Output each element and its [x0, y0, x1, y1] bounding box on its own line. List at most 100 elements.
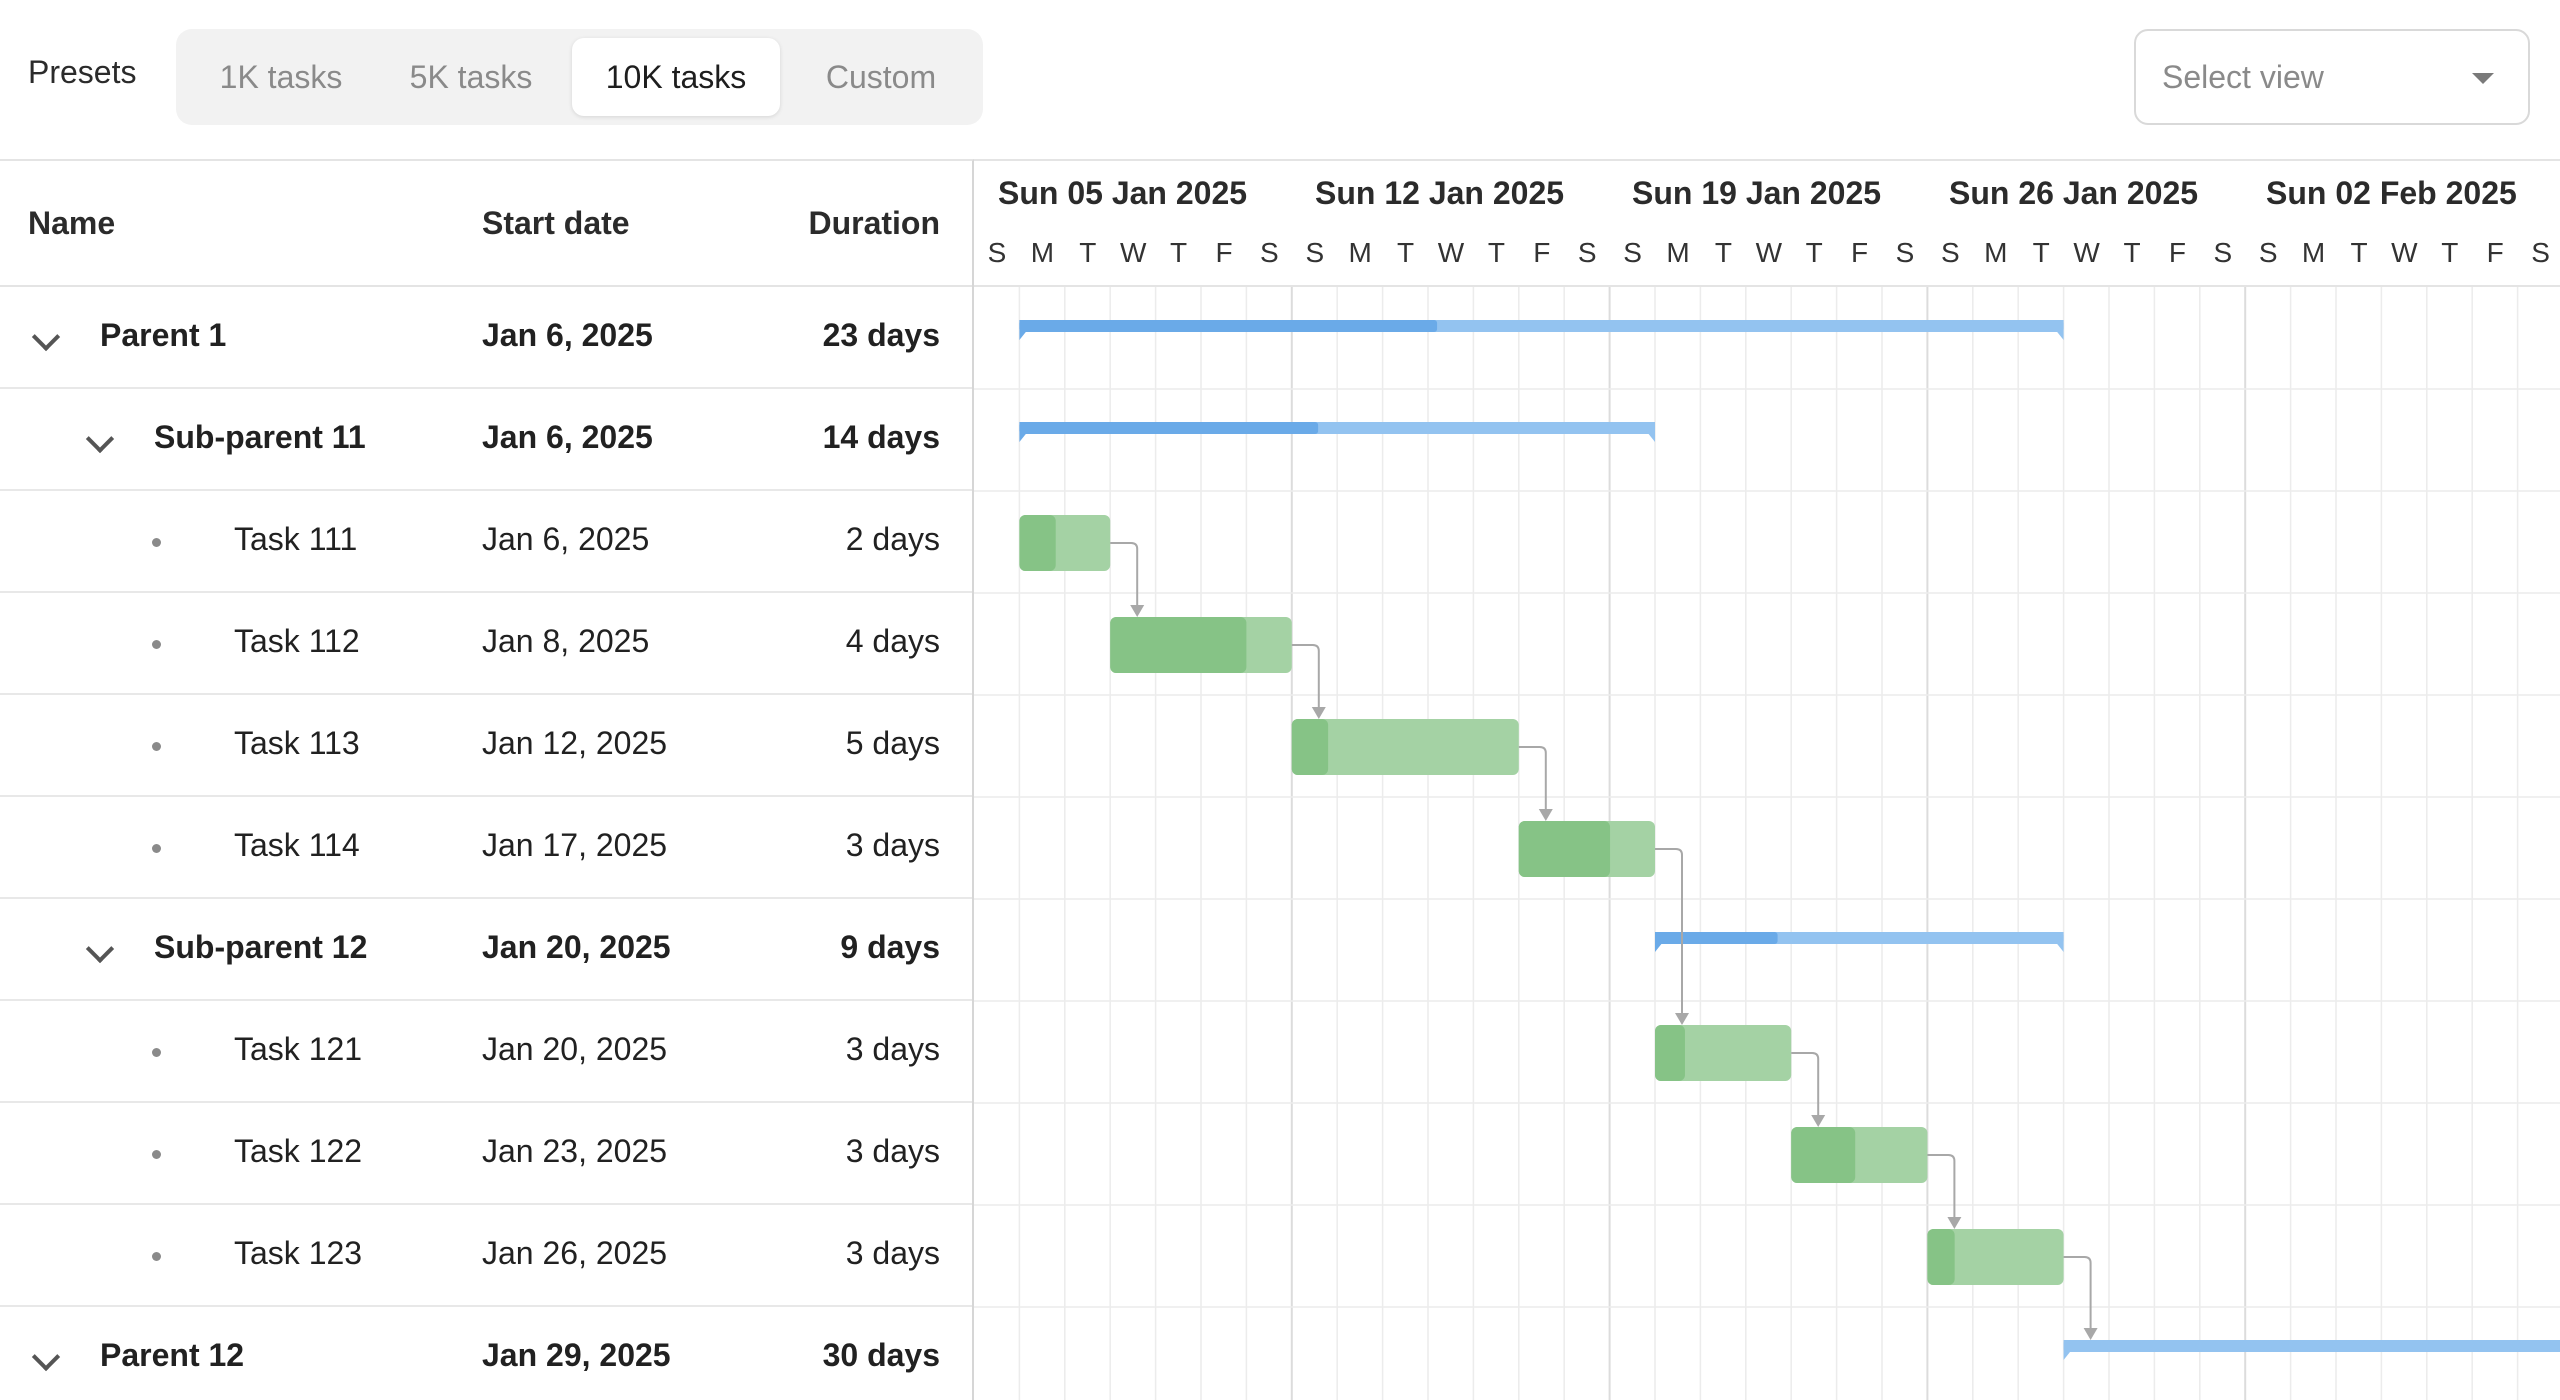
summary-bar-cap-left — [1019, 422, 1036, 442]
chevron-down-icon[interactable] — [85, 424, 115, 454]
day-label: W — [2073, 237, 2100, 268]
day-label: T — [2350, 237, 2368, 268]
task-duration: 23 days — [822, 317, 940, 353]
grid-row-task[interactable]: Task 113 Jan 12, 2025 5 days — [0, 695, 972, 797]
task-bar-progress — [1110, 617, 1247, 673]
preset-5k-tasks-button[interactable]: 5K tasks — [409, 59, 533, 95]
dependency-arrow — [1655, 848, 1683, 1017]
grid-row-task[interactable]: Task 121 Jan 20, 2025 3 days — [0, 1001, 972, 1103]
day-label: M — [1666, 237, 1690, 268]
day-label: F — [1215, 237, 1233, 268]
dependency-arrowhead — [1811, 1115, 1826, 1127]
day-label: M — [1348, 237, 1372, 268]
grid-row-parent[interactable]: Sub-parent 11 Jan 6, 2025 14 days — [0, 389, 972, 491]
select-view-dropdown[interactable]: Select view — [2134, 29, 2530, 125]
task-name: Task 123 — [234, 1235, 363, 1271]
day-label: T — [1487, 237, 1505, 268]
task-bar-progress — [1518, 821, 1611, 877]
task-bar-progress — [1927, 1229, 1955, 1285]
day-label: T — [1079, 237, 1097, 268]
task-name: Task 121 — [234, 1031, 363, 1067]
grid-row-task[interactable]: Task 114 Jan 17, 2025 3 days — [0, 797, 972, 899]
week-label: Sun 02 Feb 2025 — [2266, 175, 2517, 211]
task-name: Parent 12 — [100, 1337, 245, 1373]
day-label: F — [2168, 237, 2186, 268]
toolbar: Presets 1K tasks 5K tasks 10K tasks Cust… — [0, 0, 2560, 159]
day-label: W — [1119, 237, 1147, 268]
dependency-arrow — [1110, 542, 1139, 609]
task-start-date: Jan 20, 2025 — [482, 1031, 668, 1067]
day-label: S — [2258, 237, 2278, 268]
task-bar[interactable] — [1655, 1025, 1792, 1081]
task-duration: 3 days — [845, 1133, 940, 1169]
day-label: M — [2301, 237, 2326, 268]
chevron-down-icon[interactable] — [31, 322, 61, 352]
task-start-date: Jan 6, 2025 — [482, 419, 653, 455]
task-name: Task 113 — [234, 725, 360, 761]
task-start-date: Jan 20, 2025 — [482, 929, 671, 965]
column-header-start-date[interactable]: Start date — [482, 205, 630, 241]
presets-segmented-control: 1K tasks 5K tasks 10K tasks Custom — [176, 29, 983, 125]
grid-row-parent[interactable]: Parent 1 Jan 6, 2025 23 days — [0, 287, 972, 389]
day-label: M — [1984, 237, 2008, 268]
grid-row-task[interactable]: Task 122 Jan 23, 2025 3 days — [0, 1103, 972, 1205]
summary-bar-progress — [1655, 932, 1778, 944]
dependency-arrow — [1518, 746, 1547, 813]
column-header-duration[interactable]: Duration — [808, 205, 940, 241]
preset-1k-tasks-button[interactable]: 1K tasks — [219, 59, 343, 95]
day-label: S — [1577, 237, 1597, 268]
task-bar[interactable] — [1927, 1229, 2064, 1285]
task-duration: 3 days — [845, 1235, 940, 1271]
summary-bar-cap-right — [2047, 320, 2064, 340]
task-name: Parent 1 — [100, 317, 227, 353]
preset-10k-tasks-button[interactable]: 10K tasks — [572, 38, 780, 116]
dependency-arrowhead — [2083, 1328, 2098, 1340]
dependency-arrow — [1927, 1154, 1956, 1221]
task-duration: 4 days — [845, 623, 940, 659]
grid-row-parent[interactable]: Sub-parent 12 Jan 20, 2025 9 days — [0, 899, 972, 1001]
summary-bar-progress — [1019, 422, 1319, 434]
gantt-timeline: Sun 05 Jan 2025 Sun 12 Jan 2025 Sun 19 Jan… — [974, 159, 2560, 1400]
dependency-arrowhead — [1675, 1013, 1689, 1025]
grid-row-task[interactable]: Task 112 Jan 8, 2025 4 days — [0, 593, 972, 695]
bullet-icon — [152, 1252, 161, 1261]
caret-down-icon — [2472, 73, 2494, 84]
task-duration: 3 days — [845, 827, 940, 863]
bullet-icon — [152, 640, 161, 649]
task-bar[interactable] — [1291, 719, 1519, 775]
day-label: T — [2441, 237, 2459, 268]
chevron-down-icon[interactable] — [85, 934, 115, 964]
day-label: F — [1851, 237, 1869, 268]
task-name: Sub-parent 11 — [154, 419, 366, 455]
bullet-icon — [152, 538, 161, 547]
task-bar-progress — [1291, 719, 1329, 775]
day-label: W — [1755, 237, 1783, 268]
column-header-name[interactable]: Name — [28, 205, 116, 241]
task-duration: 9 days — [840, 929, 940, 965]
day-label: S — [2213, 237, 2233, 268]
summary-bar[interactable] — [2063, 1340, 2560, 1352]
task-name: Task 112 — [234, 623, 360, 659]
presets-label: Presets — [28, 54, 137, 90]
summary-bar-cap-right — [2047, 932, 2064, 952]
preset-custom-button[interactable]: Custom — [825, 59, 937, 95]
bullet-icon — [152, 742, 161, 751]
task-duration: 14 days — [822, 419, 940, 455]
grid-row-task[interactable]: Task 111 Jan 6, 2025 2 days — [0, 491, 972, 593]
summary-bar-progress — [1019, 320, 1438, 332]
task-grid: Name Start date Duration Parent 1 Jan 6, … — [0, 159, 974, 1400]
task-bar-progress — [1655, 1025, 1685, 1081]
week-label: Sun 12 Jan 2025 — [1315, 175, 1565, 211]
task-name: Task 122 — [234, 1133, 363, 1169]
bullet-icon — [152, 1048, 161, 1057]
grid-row-parent[interactable]: Parent 12 Jan 29, 2025 30 days — [0, 1307, 972, 1400]
day-label: S — [987, 237, 1007, 268]
day-label: T — [1170, 237, 1188, 268]
grid-row-task[interactable]: Task 123 Jan 26, 2025 3 days — [0, 1205, 972, 1307]
timeline-header: Sun 05 Jan 2025 Sun 12 Jan 2025 Sun 19 Jan… — [974, 161, 2560, 287]
timeline-canvas — [974, 287, 2560, 1400]
chevron-down-icon[interactable] — [31, 1342, 61, 1372]
day-label: T — [2123, 237, 2141, 268]
day-label: W — [1437, 237, 1465, 268]
dependency-arrow — [2063, 1256, 2092, 1332]
